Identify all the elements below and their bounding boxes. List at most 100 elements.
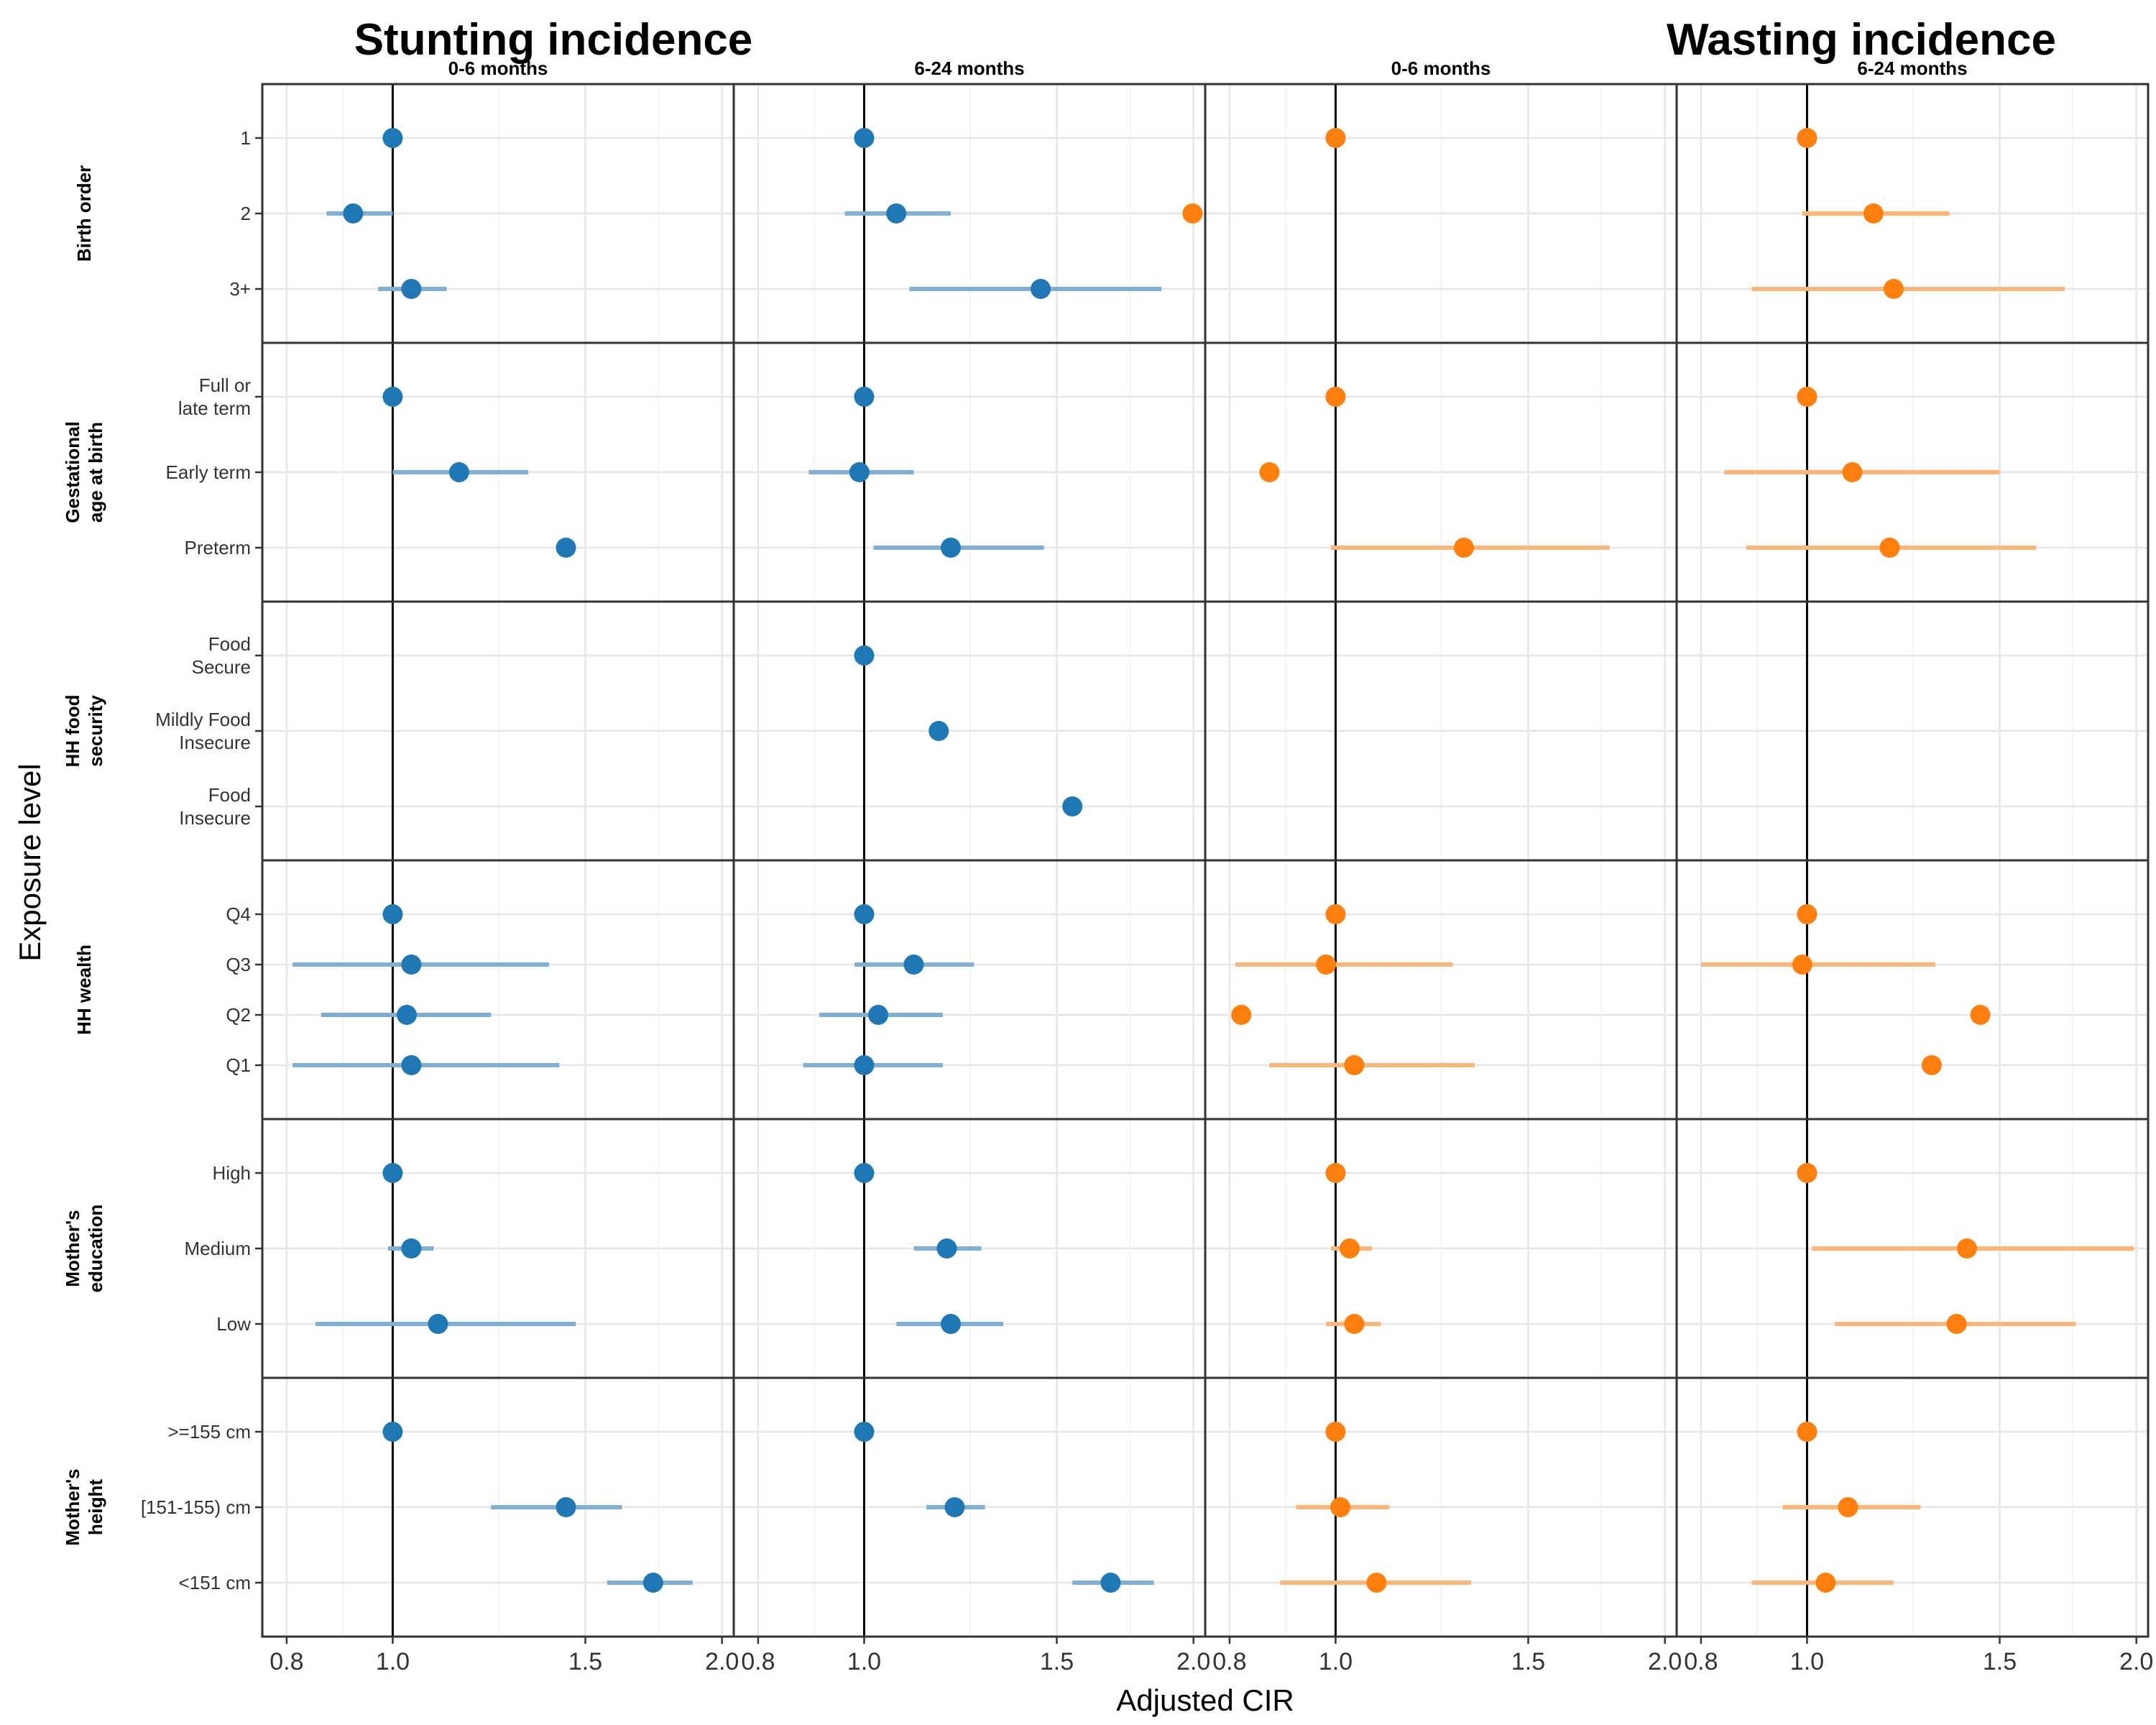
row-strip-label: Mother's [62,1468,83,1545]
y-tick-label: 1 [241,127,251,149]
panel-border [1204,859,1678,1121]
estimate-point [854,387,875,407]
y-tick-label: late term [178,397,251,419]
y-axis-title: Exposure level [13,763,47,961]
estimate-point [382,1422,403,1442]
panel-border [732,859,1207,1121]
estimate-point [382,128,403,148]
estimate-point [1797,128,1818,148]
estimate-point [1921,1055,1942,1075]
estimate-point [940,1314,961,1334]
row-strip-label: security [85,695,106,767]
y-tick-label: Low [216,1313,251,1335]
row-strip-label: age at birth [85,422,106,523]
y-tick-label: Food [208,633,251,655]
y-tick-label: Early term [166,461,251,483]
x-tick-label: 1.0 [847,1648,881,1675]
estimate-point [1325,387,1346,407]
estimate-point [1031,279,1051,299]
column-strip-label: 6-24 months [1857,58,1967,79]
estimate-point [1838,1497,1858,1517]
y-tick-label: 3+ [229,278,251,300]
estimate-point [401,1238,422,1259]
estimate-point [854,645,875,666]
y-tick-label: Q3 [226,954,251,975]
estimate-point [854,904,875,924]
y-tick-label: <151 cm [179,1572,251,1593]
x-tick-label: 2.0 [1648,1648,1682,1675]
estimate-point [448,462,469,482]
estimate-point [1330,1497,1351,1517]
x-tick-label: 0.8 [270,1648,303,1675]
estimate-point [1453,538,1474,558]
estimate-point [1259,462,1280,482]
estimate-point [382,387,403,407]
estimate-point [1797,1163,1818,1183]
row-strip-label: height [85,1479,106,1535]
estimate-point [401,1055,422,1075]
x-tick-label: 1.5 [568,1648,602,1675]
estimate-point [382,1163,403,1183]
x-tick-label: 0.8 [1684,1648,1718,1675]
row-strip-label: Mother's [62,1210,83,1287]
estimate-point [1182,203,1203,224]
estimate-point [1797,904,1818,924]
x-tick-label: 0.8 [1212,1648,1246,1675]
estimate-point [903,954,924,975]
estimate-point [867,1005,888,1025]
y-tick-label: Full or [199,374,252,396]
y-tick-label: 2 [241,203,251,224]
y-tick-label: Q1 [226,1054,251,1076]
estimate-point [1883,279,1904,299]
estimate-point [1792,954,1812,975]
estimate-point [854,1422,875,1442]
y-tick-label: Food [208,784,251,806]
estimate-point [1863,203,1884,224]
column-strip-label: 0-6 months [448,58,548,79]
x-tick-label: 1.5 [1511,1648,1545,1675]
row-strip-label: HH food [62,694,83,767]
plot-title-stunting: Stunting incidence [354,15,753,65]
estimate-point [854,128,875,148]
estimate-point [929,721,949,741]
y-tick-label: Mildly Food [155,709,251,730]
estimate-point [936,1238,957,1259]
estimate-point [1231,1005,1252,1025]
estimate-point [854,1055,875,1075]
y-tick-label: Q4 [226,903,251,925]
estimate-point [1842,462,1863,482]
x-axis-title: Adjusted CIR [1116,1683,1294,1717]
estimate-point [1956,1238,1977,1259]
x-tick-label: 0.8 [741,1648,775,1675]
estimate-point [1946,1314,1967,1334]
row-strip-label: education [85,1205,106,1293]
estimate-point [1100,1573,1121,1593]
estimate-point [1797,1422,1818,1442]
x-tick-label: 1.0 [1319,1648,1353,1675]
estimate-point [1339,1238,1360,1259]
x-tick-label: 2.0 [2119,1648,2153,1675]
estimate-point [401,954,422,975]
y-tick-label: Preterm [185,537,251,558]
estimate-point [1325,128,1346,148]
estimate-point [1325,1422,1346,1442]
estimate-point [1325,904,1346,924]
estimate-point [1316,954,1337,975]
x-tick-label: 1.0 [376,1648,410,1675]
x-tick-label: 2.0 [705,1648,739,1675]
panel-border [261,859,735,1121]
estimate-point [854,1163,875,1183]
estimate-point [382,904,403,924]
estimate-point [849,462,870,482]
estimate-point [396,1005,417,1025]
estimate-point [944,1497,965,1517]
row-strip-label: Gestational [62,421,83,523]
estimate-point [886,203,907,224]
estimate-point [556,1497,576,1517]
row-strip-label: Birth order [73,165,95,262]
estimate-point [1062,796,1083,816]
y-tick-label: Secure [192,656,251,678]
y-tick-label: [151-155) cm [141,1496,251,1518]
y-tick-label: High [213,1162,251,1184]
